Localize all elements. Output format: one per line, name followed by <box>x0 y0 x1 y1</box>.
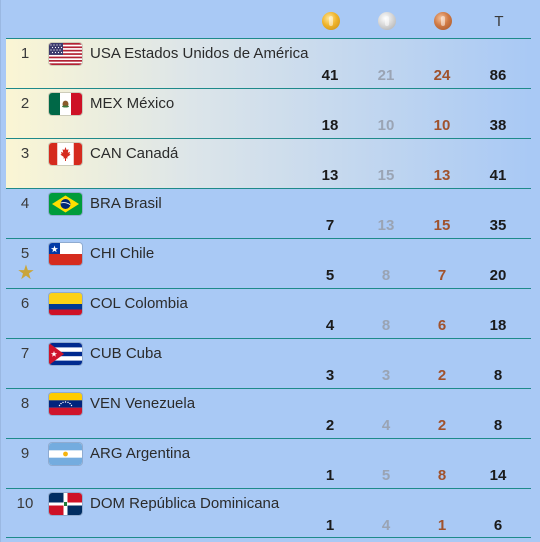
bronze-count: 24 <box>433 67 451 84</box>
silver-count: 8 <box>381 267 391 284</box>
usa-flag-icon <box>49 43 82 65</box>
silver-count: 15 <box>377 167 395 184</box>
gold-medal-icon[interactable] <box>322 12 340 30</box>
table-row[interactable]: 1 USA Estados Unidos de Améri <box>6 38 531 88</box>
country-name[interactable]: MEX México <box>90 95 175 112</box>
table-row[interactable]: 5 ★ CHI Chile 5 8 7 20 <box>6 238 531 288</box>
gold-count: 1 <box>325 467 335 484</box>
table-row[interactable]: 3 CAN Canadá 13 15 13 41 <box>6 138 531 188</box>
total-count: 20 <box>489 267 507 284</box>
star-icon: ★ <box>17 262 35 284</box>
rank: 4 <box>20 195 30 212</box>
country-name[interactable]: DOM República Dominicana <box>90 495 280 512</box>
bronze-count: 6 <box>437 317 447 334</box>
country-name[interactable]: CUB Cuba <box>90 345 162 362</box>
rank: 2 <box>20 95 30 112</box>
gold-count: 5 <box>325 267 335 284</box>
country-name[interactable]: USA Estados Unidos de América <box>90 45 309 62</box>
chile-flag-icon <box>49 243 82 265</box>
country-name[interactable]: VEN Venezuela <box>90 395 196 412</box>
venezuela-flag-icon <box>49 393 82 415</box>
silver-medal-icon[interactable] <box>378 12 396 30</box>
silver-count: 3 <box>381 367 391 384</box>
table-row[interactable]: 9 ARG Argentina 1 5 8 14 <box>6 438 531 488</box>
rank: 7 <box>20 345 30 362</box>
gold-count: 13 <box>321 167 339 184</box>
gold-count: 1 <box>325 517 335 534</box>
total-count: 38 <box>489 117 507 134</box>
brazil-flag-icon <box>49 193 82 215</box>
total-column-header[interactable]: T <box>494 13 504 30</box>
bronze-medal-icon[interactable] <box>434 12 452 30</box>
total-count: 86 <box>489 67 507 84</box>
silver-count: 4 <box>381 517 391 534</box>
rank: 3 <box>20 145 30 162</box>
silver-count: 21 <box>377 67 395 84</box>
country-name[interactable]: CAN Canadá <box>90 145 179 162</box>
dominican-republic-flag-icon <box>49 493 82 515</box>
bronze-count: 10 <box>433 117 451 134</box>
bronze-count: 15 <box>433 217 451 234</box>
rank: 8 <box>20 395 30 412</box>
silver-count: 8 <box>381 317 391 334</box>
silver-count: 4 <box>381 417 391 434</box>
table-row[interactable]: 10 DOM República Dominicana 1 4 1 6 <box>6 488 531 538</box>
table-row[interactable]: 6 COL Colombia 4 8 6 18 <box>6 288 531 338</box>
total-count: 35 <box>489 217 507 234</box>
cuba-flag-icon <box>49 343 82 365</box>
mexico-flag-icon <box>49 93 82 115</box>
country-name[interactable]: CHI Chile <box>90 245 155 262</box>
bronze-count: 8 <box>437 467 447 484</box>
silver-count: 10 <box>377 117 395 134</box>
total-count: 14 <box>489 467 507 484</box>
total-count: 8 <box>493 417 503 434</box>
bronze-count: 2 <box>437 367 447 384</box>
country-name[interactable]: ARG Argentina <box>90 445 191 462</box>
country-name[interactable]: COL Colombia <box>90 295 188 312</box>
country-name[interactable]: BRA Brasil <box>90 195 162 212</box>
bronze-count: 2 <box>437 417 447 434</box>
bronze-count: 13 <box>433 167 451 184</box>
bronze-count: 7 <box>437 267 447 284</box>
table-row[interactable]: 7 CUB Cuba 3 3 2 8 <box>6 338 531 388</box>
argentina-flag-icon <box>49 443 82 465</box>
table-row[interactable]: 8 VEN Venezuela 2 4 2 8 <box>6 388 531 438</box>
silver-count: 5 <box>381 467 391 484</box>
table-row[interactable]: 2 MEX México 18 10 10 38 <box>6 88 531 138</box>
bronze-count: 1 <box>437 517 447 534</box>
gold-count: 3 <box>325 367 335 384</box>
gold-count: 18 <box>321 117 339 134</box>
canada-flag-icon <box>49 143 82 165</box>
gold-count: 7 <box>325 217 335 234</box>
total-count: 8 <box>493 367 503 384</box>
rank: 9 <box>20 445 30 462</box>
total-count: 6 <box>493 517 503 534</box>
table-row[interactable]: 4 BRA Brasil 7 13 15 35 <box>6 188 531 238</box>
medal-table-header: T <box>1 0 540 38</box>
colombia-flag-icon <box>49 293 82 315</box>
gold-count: 2 <box>325 417 335 434</box>
rank: 10 <box>16 495 34 512</box>
gold-count: 4 <box>325 317 335 334</box>
total-count: 18 <box>489 317 507 334</box>
silver-count: 13 <box>377 217 395 234</box>
rank: 5 <box>20 245 30 262</box>
total-count: 41 <box>489 167 507 184</box>
rank: 1 <box>20 45 30 62</box>
rank: 6 <box>20 295 30 312</box>
gold-count: 41 <box>321 67 339 84</box>
